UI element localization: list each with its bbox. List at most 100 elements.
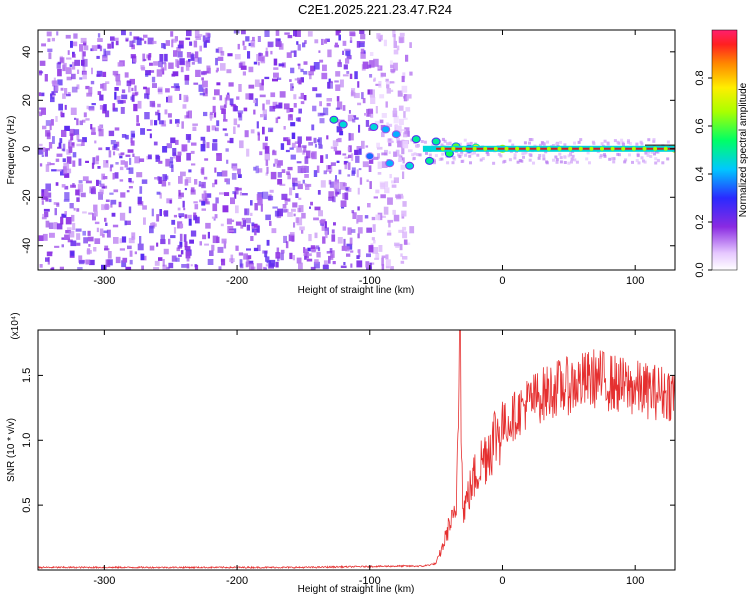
spectrogram-cell — [309, 74, 312, 80]
spectrogram-cell — [403, 239, 408, 245]
spectrogram-cell — [289, 187, 293, 196]
spectrogram-cell — [160, 239, 166, 245]
spectrogram-cell — [115, 162, 119, 165]
spectrogram-cell — [139, 158, 145, 162]
spectrogram-cell — [114, 72, 117, 77]
spectrogram-cell — [141, 265, 144, 270]
spectrogram-cell — [212, 182, 215, 188]
spectrogram-cell — [273, 163, 276, 167]
spectrogram-cell — [395, 149, 400, 157]
spectrogram-cell — [212, 139, 218, 143]
spectrogram-cell — [292, 255, 295, 261]
spectrogram-cell — [214, 214, 218, 219]
spectrogram-cell — [56, 223, 63, 230]
spectrogram-cell — [185, 134, 192, 140]
spectrogram-cell — [61, 244, 64, 248]
spectrogram-cell — [206, 65, 211, 74]
spectrogram-cell — [226, 69, 232, 74]
spectrogram-cell — [158, 176, 162, 184]
carrier-blob — [369, 123, 379, 131]
spectrogram-cell — [202, 140, 206, 148]
spectrogram-cell — [76, 197, 80, 202]
spectrogram-cell — [102, 83, 107, 91]
spectrogram-cell — [133, 103, 138, 112]
spectrogram-cell — [99, 45, 103, 52]
spectrogram-cell — [290, 50, 295, 53]
x-tick-label: 0 — [499, 575, 505, 587]
spectrogram-cell — [184, 241, 188, 248]
spectrogram-cell — [333, 181, 340, 190]
spectrogram-cell — [119, 248, 125, 251]
spectrogram-cell — [194, 264, 199, 270]
spectrogram-cell — [153, 61, 159, 66]
spectrogram-cell — [486, 153, 490, 157]
spectrogram-cell — [154, 120, 158, 126]
spectrogram-cell — [130, 54, 136, 59]
spectrogram-cell — [133, 36, 140, 40]
spectrogram-cell — [305, 183, 312, 187]
spectrogram-cell — [476, 153, 480, 157]
spectrogram-cell — [75, 189, 80, 196]
spectrogram-cell — [143, 34, 148, 38]
spectrogram-cell — [179, 241, 183, 247]
spectrogram-cell — [441, 137, 445, 141]
spectrogram-cell — [49, 123, 52, 131]
spectrogram-cell — [358, 168, 362, 171]
spectrogram-cell — [212, 105, 216, 114]
spectrogram-cell — [272, 78, 278, 82]
spectrogram-cell — [86, 248, 91, 255]
spectrogram-cell — [352, 118, 356, 123]
spectrogram-cell — [390, 89, 394, 92]
spectrogram-cell — [158, 120, 164, 125]
spectrogram-cell — [266, 260, 271, 264]
spectrogram-cell — [237, 124, 240, 128]
spectrogram-cell — [260, 56, 265, 62]
spectrogram-cell — [214, 179, 218, 185]
spectrogram-cell — [254, 223, 258, 228]
spectrogram-cell — [528, 138, 532, 141]
spectrogram-cell — [47, 48, 53, 52]
spectrogram-cell — [212, 143, 218, 151]
spectrogram-cell — [244, 208, 250, 216]
spectrogram-cell — [251, 222, 255, 227]
spectrogram-cell — [554, 155, 558, 159]
spectrogram-cell — [74, 59, 81, 66]
y-tick-label: 20 — [21, 94, 33, 106]
spectrogram-cell — [503, 159, 507, 163]
spectrogram-cell — [620, 138, 624, 142]
spectrogram-cell — [409, 226, 415, 234]
spectrogram-cell — [104, 217, 107, 222]
spectrogram-cell — [70, 240, 77, 247]
spectrogram-cell — [53, 77, 56, 84]
spectrogram-cell — [203, 190, 207, 194]
spectrogram-cell — [55, 116, 58, 122]
spectrogram-cell — [446, 142, 450, 146]
spectrogram-cell — [380, 215, 386, 218]
spectrogram-cell — [652, 138, 656, 142]
spectrogram-cell — [76, 208, 80, 212]
spectrogram-cell — [232, 166, 237, 171]
spectrogram-cell — [271, 228, 277, 234]
spectrogram-cell — [104, 50, 111, 56]
spectrogram-cell — [194, 204, 199, 210]
spectrogram-cell — [351, 210, 355, 214]
spectrogram-cell — [143, 217, 146, 225]
spectrogram-cell — [318, 50, 321, 53]
spectrogram-cell — [128, 86, 131, 93]
spectrogram-cell — [390, 81, 394, 84]
spectrogram-cell — [358, 124, 361, 133]
spectrogram-cell — [370, 109, 374, 118]
spectrogram-cell — [183, 207, 186, 211]
spectrogram-cell — [57, 146, 62, 149]
spectrogram-cell — [128, 237, 135, 244]
spectrogram-cell — [579, 138, 583, 142]
spectrogram-cell — [383, 206, 389, 215]
spectrogram-cell — [275, 117, 279, 124]
spectrogram-cell — [280, 143, 285, 150]
spectrogram-cell — [96, 74, 101, 77]
spectrogram-cell — [185, 63, 190, 71]
carrier-dot — [504, 146, 509, 151]
spectrogram-cell — [401, 129, 406, 132]
spectrogram-cell — [85, 118, 90, 121]
spectrogram-cell — [392, 209, 396, 215]
